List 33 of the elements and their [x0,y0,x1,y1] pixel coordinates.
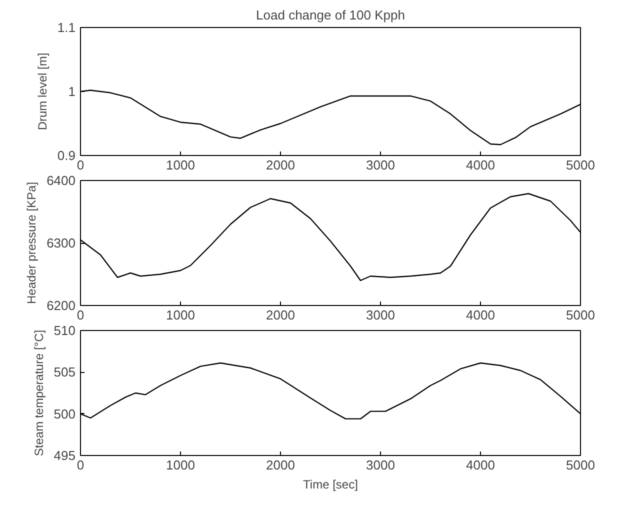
y-axis-title: Steam temperature [°C] [32,330,46,456]
x-tick-label: 1000 [166,458,195,472]
y-axis-title: Header pressure [KPa] [24,182,39,304]
y-tick-label: 505 [54,364,76,380]
x-tick-label: 3000 [366,158,395,172]
x-tick-label: 1000 [166,158,195,172]
x-tick-label: 0 [76,308,84,322]
x-tick-label: 5000 [566,158,595,172]
y-tick-label: 6400 [46,173,76,188]
x-tick-label: 4000 [466,308,495,322]
chart-title: Load change of 100 Kpph [256,8,405,22]
x-tick-label: 1000 [166,308,195,322]
y-tick-label: 6200 [46,298,76,313]
y-tick-label: 500 [54,406,76,422]
x-tick-label: 3000 [366,458,395,472]
x-tick-label: 0 [76,158,84,172]
x-tick-label: 2000 [266,158,295,172]
y-tick-label: 495 [54,448,76,463]
x-tick-label: 2000 [266,458,295,472]
y-tick-label: 1 [68,84,76,99]
y-tick-label: 6300 [46,236,76,250]
x-tick-label: 4000 [466,158,495,172]
x-axis-title: Time [sec] [303,478,358,492]
y-tick-label: 0.9 [57,148,76,163]
y-tick-label: 1.1 [57,20,76,35]
x-tick-label: 5000 [566,458,595,472]
x-tick-label: 5000 [566,308,595,322]
x-tick-label: 2000 [266,308,295,322]
y-axis-title: Drum level [m] [35,52,50,130]
y-tick-label: 510 [54,323,76,338]
x-tick-label: 3000 [366,308,395,322]
x-tick-label: 4000 [466,458,495,472]
x-tick-label: 0 [76,458,84,472]
